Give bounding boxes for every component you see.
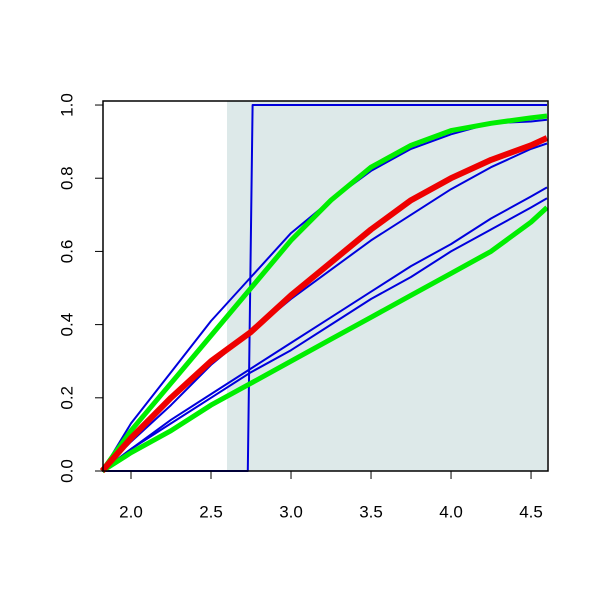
x-tick-label: 4.5	[519, 502, 543, 521]
x-tick-label: 2.0	[119, 502, 143, 521]
plot-frame	[102, 100, 549, 472]
y-tick-label: 0.0	[57, 459, 76, 483]
x-tick-label: 4.0	[439, 502, 463, 521]
x-tick-label: 3.5	[359, 502, 383, 521]
curve	[101, 186, 548, 472]
curve	[101, 197, 548, 472]
curve	[100, 113, 548, 473]
y-tick-label: 0.2	[57, 386, 76, 410]
y-tick-label: 1.0	[57, 93, 76, 117]
curve	[99, 135, 549, 473]
x-tick-label: 2.5	[199, 502, 223, 521]
curve	[100, 205, 549, 474]
y-tick-label: 0.6	[57, 240, 76, 264]
y-tick-label: 0.8	[57, 166, 76, 190]
curve	[101, 142, 548, 472]
y-tick-label: 0.4	[57, 313, 76, 337]
x-tick-label: 3.0	[279, 502, 303, 521]
